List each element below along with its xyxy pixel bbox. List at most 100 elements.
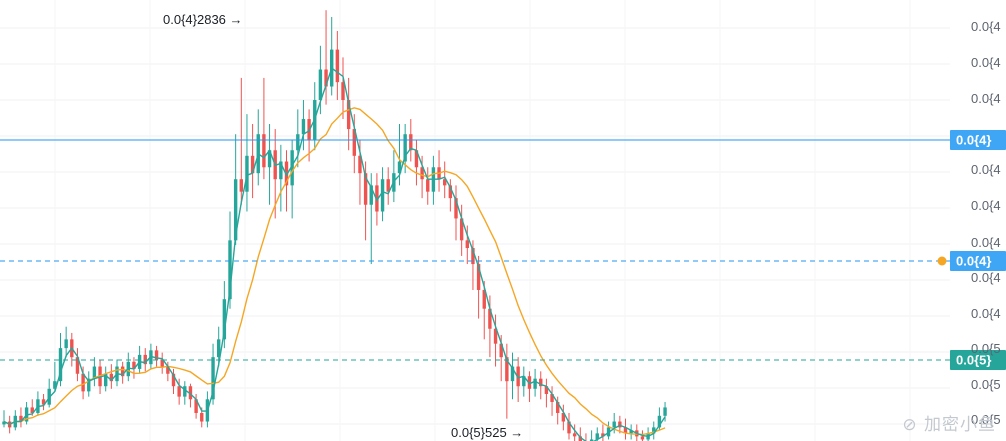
candle-body <box>426 179 430 192</box>
candle-body <box>640 436 645 440</box>
candle-body <box>448 185 453 199</box>
alert-marker-icon <box>937 256 947 266</box>
candle-body <box>233 179 238 241</box>
candle-body <box>109 373 114 382</box>
candle-body <box>380 179 385 212</box>
y-axis-tick-label: 0.0{4 <box>971 19 1001 34</box>
candle-body <box>177 386 181 397</box>
candle-body <box>454 198 458 219</box>
candle-body <box>420 167 424 180</box>
candle-body <box>550 393 554 402</box>
candle-body <box>403 134 407 162</box>
candle-body <box>245 155 249 192</box>
y-axis-tick-label: 0.0{5 <box>971 341 1001 356</box>
price-badge <box>950 130 1006 150</box>
candle-body <box>539 378 543 387</box>
candle-body <box>132 361 136 369</box>
candle-body <box>19 415 23 422</box>
candle-body <box>2 421 6 425</box>
candle-body <box>556 401 560 413</box>
low-price-annotation: 0.0{5}525 → <box>451 425 523 440</box>
candle-body <box>544 386 549 394</box>
candle-body <box>572 433 577 437</box>
candle-body <box>296 134 300 151</box>
candle-body <box>250 155 255 174</box>
candle-body <box>618 421 622 428</box>
candle-body <box>290 150 294 186</box>
candle-body <box>443 179 447 186</box>
y-axis-tick-label: 0.0{4 <box>971 270 1001 285</box>
candle-body <box>341 82 345 101</box>
y-axis-tick-label: 0.0{5 <box>971 377 1001 392</box>
candle-body <box>482 289 486 309</box>
candle-body <box>363 173 368 205</box>
candle-body <box>318 69 323 101</box>
y-axis-tick-label: 0.0{4 <box>971 162 1001 177</box>
candle-body <box>262 134 266 168</box>
candle-body <box>589 439 594 441</box>
candle-body <box>657 415 662 428</box>
candle-body <box>595 433 599 440</box>
candle-body <box>516 366 520 387</box>
candle-body <box>522 376 526 387</box>
candle-body <box>183 386 187 397</box>
candle-body <box>53 381 57 389</box>
candle-body <box>397 161 402 174</box>
candle-body <box>222 299 227 340</box>
candle-body <box>30 407 34 413</box>
candle-body <box>104 373 108 387</box>
candle-body <box>369 185 373 205</box>
candle-body <box>200 412 204 422</box>
candle-body <box>81 373 85 392</box>
candle-body <box>211 357 215 400</box>
y-axis-tick-label: 0.0{4 <box>971 91 1001 106</box>
y-axis-tick-label: 0.0{4 <box>971 55 1001 70</box>
candle-body <box>58 348 63 382</box>
candle-body <box>358 155 362 174</box>
candle-body <box>488 308 492 329</box>
y-axis-tick-label: 0.0{5 <box>971 412 1001 427</box>
candle-body <box>284 161 289 186</box>
price-badge-label: 0.0{5} <box>956 353 991 368</box>
candle-body <box>92 366 97 379</box>
candle-body <box>375 185 379 212</box>
y-axis-tick-label: 0.0{4 <box>971 198 1001 213</box>
candle-body <box>578 436 582 441</box>
price-badge <box>950 350 1006 370</box>
candle-body <box>87 378 91 392</box>
price-badge-label: 0.0{4} <box>956 133 991 148</box>
candle-body <box>505 357 509 382</box>
candle-body <box>459 218 464 241</box>
candle-body <box>160 359 164 367</box>
candle-body <box>75 357 80 374</box>
candle-body <box>409 134 413 151</box>
candle-body <box>301 119 306 135</box>
candle-body <box>279 161 283 180</box>
candle-body <box>612 421 616 428</box>
candle-body <box>194 399 198 413</box>
ma-slow-line <box>3 107 666 436</box>
candle-body <box>499 343 503 358</box>
candle-body <box>120 366 125 377</box>
candle-body <box>166 366 170 374</box>
candle-body <box>465 240 469 249</box>
candle-body <box>267 150 272 168</box>
price-badge-label: 0.0{4} <box>956 254 991 269</box>
candle-body <box>414 150 419 168</box>
candle-body <box>601 433 605 437</box>
y-axis-tick-label: 0.0{4 <box>971 235 1001 250</box>
candle-body <box>663 407 667 416</box>
candle-body <box>652 427 656 434</box>
candle-body <box>154 350 159 360</box>
candle-body <box>476 264 481 290</box>
high-price-annotation: 0.0{4}2836 → <box>163 12 243 27</box>
candle-body <box>471 248 475 265</box>
y-axis-tick-label: 0.0{4 <box>971 306 1001 321</box>
candle-body <box>623 427 628 434</box>
candle-body <box>533 378 537 389</box>
candle-body <box>171 373 176 387</box>
candle-body <box>386 179 390 192</box>
watermark: ⊘ 加密小鱼 <box>902 415 996 435</box>
